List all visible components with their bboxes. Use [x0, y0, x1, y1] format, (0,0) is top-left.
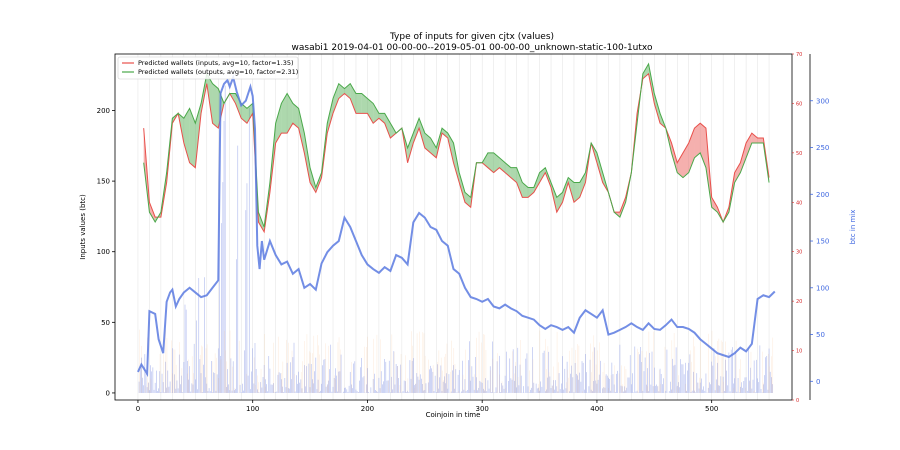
difference-fill: [493, 152, 500, 173]
difference-fill: [505, 162, 511, 178]
difference-fill: [384, 113, 391, 139]
difference-fill: [333, 83, 339, 114]
difference-fill: [367, 98, 374, 124]
difference-fill: [677, 152, 683, 178]
chart-title: Type of inputs for given cjtx (values): [389, 32, 554, 42]
series-line-0: [143, 72, 770, 234]
difference-fill: [694, 123, 701, 158]
difference-fill: [212, 83, 219, 129]
difference-fill: [734, 162, 741, 183]
difference-fill: [378, 113, 385, 124]
chart-subtitle: wasabi1 2019-04-01 00-00-00--2019-05-01 …: [292, 43, 653, 53]
difference-fill: [711, 197, 718, 213]
difference-fill: [281, 93, 288, 134]
difference-fill: [430, 138, 437, 158]
y3-tick-label: 300: [816, 97, 829, 105]
difference-fill: [442, 128, 448, 139]
difference-fill: [235, 93, 242, 119]
y-tick-label: 200: [97, 107, 110, 115]
vertical-gridlines: [137, 54, 770, 400]
difference-fill: [298, 108, 305, 153]
series-line-2: [137, 73, 776, 378]
y-tick-label: 0: [106, 389, 110, 397]
difference-fill: [292, 103, 299, 129]
y2-tick-label: 60: [796, 101, 802, 107]
y2-tick-label: 0: [796, 398, 799, 404]
series-lines: [137, 62, 776, 378]
y3-tick-label: 250: [816, 144, 829, 152]
y3-tick-label: 0: [816, 378, 820, 386]
difference-fill: [510, 167, 517, 183]
difference-fill: [682, 142, 689, 178]
difference-fill: [596, 152, 603, 183]
difference-fill: [671, 142, 678, 173]
x-tick-label: 100: [246, 405, 259, 413]
difference-fill: [424, 133, 431, 153]
y2-tick-label: 30: [796, 250, 802, 256]
legend-box: [117, 56, 299, 80]
difference-fill: [287, 93, 293, 134]
difference-fill: [275, 103, 282, 143]
difference-fill: [556, 192, 563, 213]
y-tick-label: 50: [101, 319, 110, 327]
difference-fill: [746, 133, 752, 158]
y2-tick-label: 50: [796, 151, 802, 157]
difference-fill: [361, 93, 368, 114]
legend-label-outputs: Predicted wallets (outputs, avg=10, fact…: [138, 68, 298, 76]
difference-fill: [539, 167, 546, 183]
x-tick-label: 0: [136, 405, 140, 413]
difference-fill: [419, 118, 425, 148]
difference-fill: [459, 172, 465, 203]
difference-fill: [654, 93, 661, 124]
x-tick-label: 400: [590, 405, 603, 413]
y2-axis-ticks: 0 10 20 30 40 50 60 70: [792, 52, 802, 404]
y2-tick-label: 40: [796, 200, 802, 206]
difference-fill: [189, 108, 196, 168]
difference-fill: [327, 98, 334, 134]
y3-axis-ticks: 0 50 100 150 200 250 300: [810, 97, 829, 386]
histogram-bars: [138, 85, 773, 393]
y3-tick-label: 100: [816, 284, 829, 292]
difference-fill: [740, 142, 747, 173]
difference-fill: [487, 152, 494, 173]
plot-frame: [114, 53, 793, 401]
difference-fill: [482, 152, 488, 168]
y2-tick-label: 70: [796, 52, 802, 58]
legend: Predicted wallets (inputs, avg=10, facto…: [117, 56, 299, 80]
difference-fill: [573, 182, 580, 203]
difference-fill: [373, 103, 379, 124]
y-tick-label: 100: [97, 248, 110, 256]
y3-tick-label: 150: [816, 238, 829, 246]
x-tick-label: 500: [705, 405, 718, 413]
x-tick-label: 200: [361, 405, 374, 413]
x-tick-label: 300: [475, 405, 488, 413]
difference-fill: [183, 108, 190, 163]
difference-fill: [407, 133, 414, 163]
difference-fill: [413, 118, 420, 143]
difference-fill: [355, 93, 362, 114]
x-axis-label: Coinjoin in time: [426, 411, 481, 419]
y-axis-ticks: 0 50 100 150 200: [97, 107, 115, 397]
difference-fill: [757, 138, 764, 143]
difference-fill: [241, 103, 247, 124]
x-axis-ticks: 0 100 200 300 400 500: [136, 400, 718, 413]
y3-axis-label: btc in mix: [849, 210, 857, 245]
difference-fill: [579, 172, 586, 198]
y2-tick-label: 10: [796, 349, 802, 355]
y-axis-label: Inputs values (btc): [79, 194, 87, 260]
difference-fill: [246, 103, 253, 124]
y3-tick-label: 50: [816, 331, 825, 339]
difference-fill: [516, 167, 523, 198]
difference-fill: [528, 187, 534, 198]
y3-tick-label: 200: [816, 191, 829, 199]
legend-label-inputs: Predicted wallets (inputs, avg=10, facto…: [138, 59, 294, 67]
title-group: Type of inputs for given cjtx (values) w…: [292, 32, 653, 53]
difference-fill: [751, 133, 758, 143]
y2-tick-label: 20: [796, 299, 802, 305]
series-line-1: [143, 62, 770, 228]
y-tick-label: 150: [97, 178, 110, 186]
difference-fill: [304, 133, 311, 183]
